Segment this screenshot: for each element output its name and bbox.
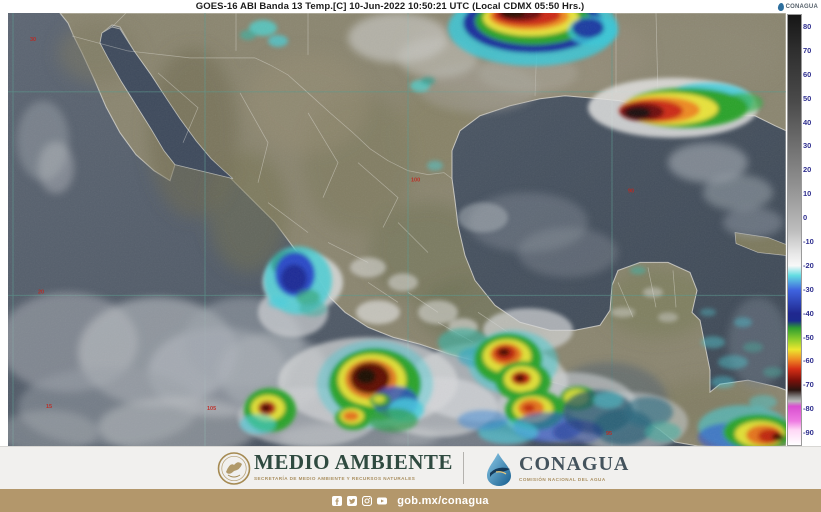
footer-divider xyxy=(463,452,464,484)
conagua-wordmark: CONAGUA xyxy=(519,453,630,475)
scale-tick: 0 xyxy=(803,213,808,223)
instagram-icon[interactable] xyxy=(362,495,373,506)
scale-tick: 80 xyxy=(803,22,812,31)
conagua-subtitle: COMISIÓN NACIONAL DEL AGUA xyxy=(519,477,606,482)
scale-tick: -60 xyxy=(803,356,814,366)
temperature-scale-bar xyxy=(787,14,802,446)
scale-tick: 70 xyxy=(803,45,812,55)
scale-tick: -80 xyxy=(803,404,814,414)
gob-mx-url[interactable]: gob.mx/conagua xyxy=(397,494,489,507)
facebook-icon[interactable] xyxy=(332,495,343,506)
scale-tick: 30 xyxy=(803,141,812,151)
title-bar: GOES-16 ABI Banda 13 Temp.[C] 10-Jun-202… xyxy=(0,0,821,13)
scale-tick: 60 xyxy=(803,69,812,79)
semarnat-wordmark: MEDIO AMBIENTE xyxy=(254,450,453,474)
satellite-map: 30 20 15 105 100 90 95 xyxy=(8,13,786,446)
corner-logo-label: CONAGUA xyxy=(785,3,818,10)
corner-logo: CONAGUA xyxy=(766,0,820,13)
scale-tick: -70 xyxy=(803,380,814,390)
twitter-icon[interactable] xyxy=(347,495,358,506)
scale-tick: 40 xyxy=(803,117,812,127)
image-grain-overlay xyxy=(8,13,786,446)
scale-tick: 50 xyxy=(803,93,812,103)
semarnat-seal-icon xyxy=(217,452,251,485)
footer-band: MEDIO AMBIENTE SECRETARÍA DE MEDIO AMBIE… xyxy=(0,446,821,490)
scale-tick: -50 xyxy=(803,332,814,342)
scale-tick: -90 xyxy=(803,428,814,438)
temperature-scale: 80 70 60 50 40 30 20 10 0 -10 -20 -30 -4… xyxy=(786,13,821,459)
scale-tick: -20 xyxy=(803,260,814,270)
youtube-icon[interactable] xyxy=(377,496,388,506)
scale-tick: -40 xyxy=(803,308,814,318)
semarnat-subtitle: SECRETARÍA DE MEDIO AMBIENTE Y RECURSOS … xyxy=(254,476,416,481)
scale-tick: -30 xyxy=(803,284,814,294)
bottom-gold-bar: gob.mx/conagua xyxy=(0,489,821,512)
conagua-drop-icon xyxy=(487,453,511,486)
image-title: GOES-16 ABI Banda 13 Temp.[C] 10-Jun-202… xyxy=(195,1,585,12)
scale-tick: -10 xyxy=(803,237,814,246)
water-drop-icon xyxy=(777,2,785,11)
scale-tick: 10 xyxy=(803,189,812,199)
scale-tick: 20 xyxy=(803,165,812,175)
